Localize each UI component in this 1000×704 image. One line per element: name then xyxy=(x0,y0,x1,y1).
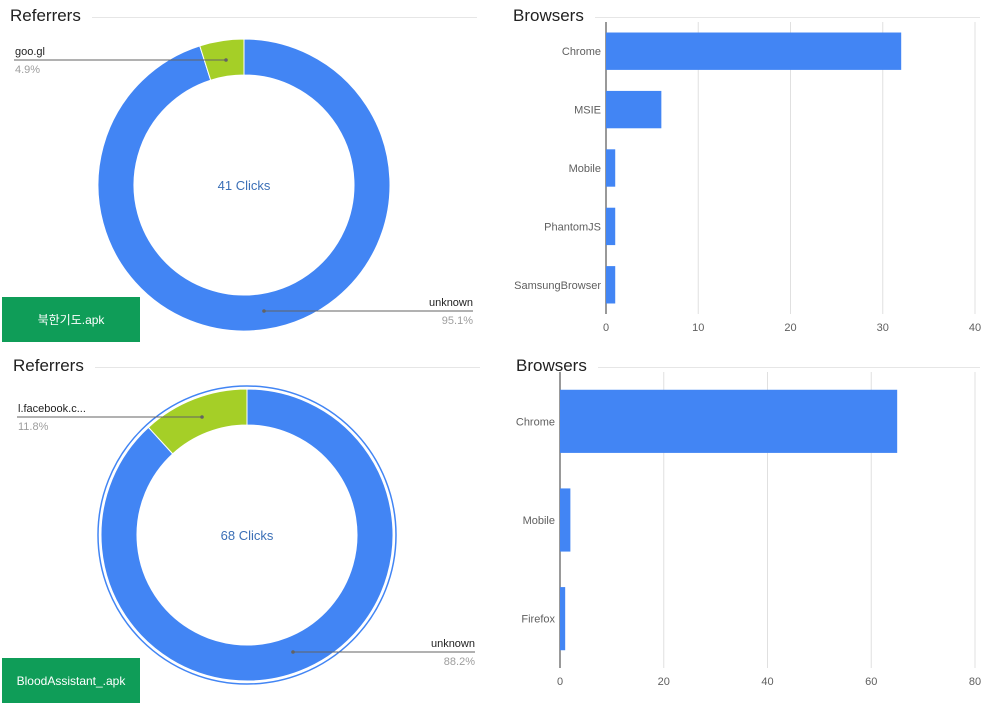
callout-dot xyxy=(224,58,228,62)
callout-percent: 88.2% xyxy=(444,656,475,668)
donut-slice-l-facebook-c[interactable] xyxy=(147,388,248,455)
bar-msie[interactable] xyxy=(606,90,662,129)
callout-percent: 95.1% xyxy=(442,315,473,327)
x-tick-label: 10 xyxy=(692,322,704,334)
bar-chrome[interactable] xyxy=(560,389,898,453)
bar-mobile[interactable] xyxy=(606,149,616,187)
x-tick-label: 40 xyxy=(761,676,773,688)
callout-label: goo.gl xyxy=(15,46,45,58)
bar-phantomjs[interactable] xyxy=(606,207,616,246)
callout-dot xyxy=(262,309,266,313)
referrers-panel-1: Referrers 41 Clicks goo.gl 4.9% unknown 95.1… xyxy=(0,0,490,345)
title-divider xyxy=(595,17,980,18)
category-label: MSIE xyxy=(574,105,601,117)
category-label: Chrome xyxy=(562,46,601,58)
referrers-donut-chart[interactable]: 68 Clicks l.facebook.c... 11.8% unknown 88.2… xyxy=(0,350,490,704)
referrers-title: Referrers xyxy=(13,356,84,375)
x-tick-label: 0 xyxy=(557,676,563,688)
donut-slice-unknown[interactable] xyxy=(100,388,394,682)
callout-dot xyxy=(291,650,295,654)
title-divider xyxy=(598,367,980,368)
callout-label: unknown xyxy=(429,297,473,309)
app-download-button[interactable]: BloodAssistant_.apk xyxy=(2,658,140,703)
referrers-panel-2: Referrers 68 Clicks l.facebook.c... 11.8% u… xyxy=(0,350,490,704)
callout-percent: 11.8% xyxy=(18,421,49,433)
browsers-bar-chart[interactable]: 0 20 40 60 80 Chrome Mobile Firefox xyxy=(500,350,1000,704)
app-download-button[interactable]: 북한기도.apk xyxy=(2,297,140,342)
bar-mobile[interactable] xyxy=(560,488,571,552)
x-tick-label: 40 xyxy=(969,322,981,334)
browsers-title: Browsers xyxy=(513,6,584,25)
donut-center-label: 68 Clicks xyxy=(221,528,274,543)
category-label: PhantomJS xyxy=(544,221,601,233)
callout-label: l.facebook.c... xyxy=(18,403,86,415)
callout-percent: 4.9% xyxy=(15,64,40,76)
referrers-donut-chart[interactable]: 41 Clicks goo.gl 4.9% unknown 95.1% xyxy=(0,0,490,345)
x-tick-label: 80 xyxy=(969,676,981,688)
bar-chrome[interactable] xyxy=(606,32,902,70)
browsers-bar-chart[interactable]: 0 10 20 30 40 Chrome MSIE Mobile PhantomJS Samsun… xyxy=(500,0,1000,345)
title-divider xyxy=(95,367,480,368)
x-tick-label: 0 xyxy=(603,322,609,334)
donut-center-label: 41 Clicks xyxy=(218,178,271,193)
browsers-title: Browsers xyxy=(516,356,587,375)
category-label: Mobile xyxy=(523,515,555,527)
x-tick-label: 20 xyxy=(658,676,670,688)
x-tick-label: 60 xyxy=(865,676,877,688)
title-divider xyxy=(92,17,477,18)
x-tick-label: 30 xyxy=(877,322,889,334)
donut-highlight-ring xyxy=(97,385,397,685)
bar-firefox[interactable] xyxy=(560,587,566,651)
x-tick-label: 20 xyxy=(784,322,796,334)
browsers-panel-1: Browsers 0 10 20 30 40 Chrome MSIE Mobile Phanto… xyxy=(500,0,1000,345)
category-label: SamsungBrowser xyxy=(514,280,601,292)
category-label: Chrome xyxy=(516,416,555,428)
referrers-title: Referrers xyxy=(10,6,81,25)
callout-dot xyxy=(200,415,204,419)
browsers-panel-2: Browsers 0 20 40 60 80 Chrome Mobile Firefox xyxy=(500,350,1000,704)
callout-label: unknown xyxy=(431,638,475,650)
bar-samsungbrowser[interactable] xyxy=(606,266,616,304)
category-label: Mobile xyxy=(569,163,601,175)
category-label: Firefox xyxy=(521,614,555,626)
